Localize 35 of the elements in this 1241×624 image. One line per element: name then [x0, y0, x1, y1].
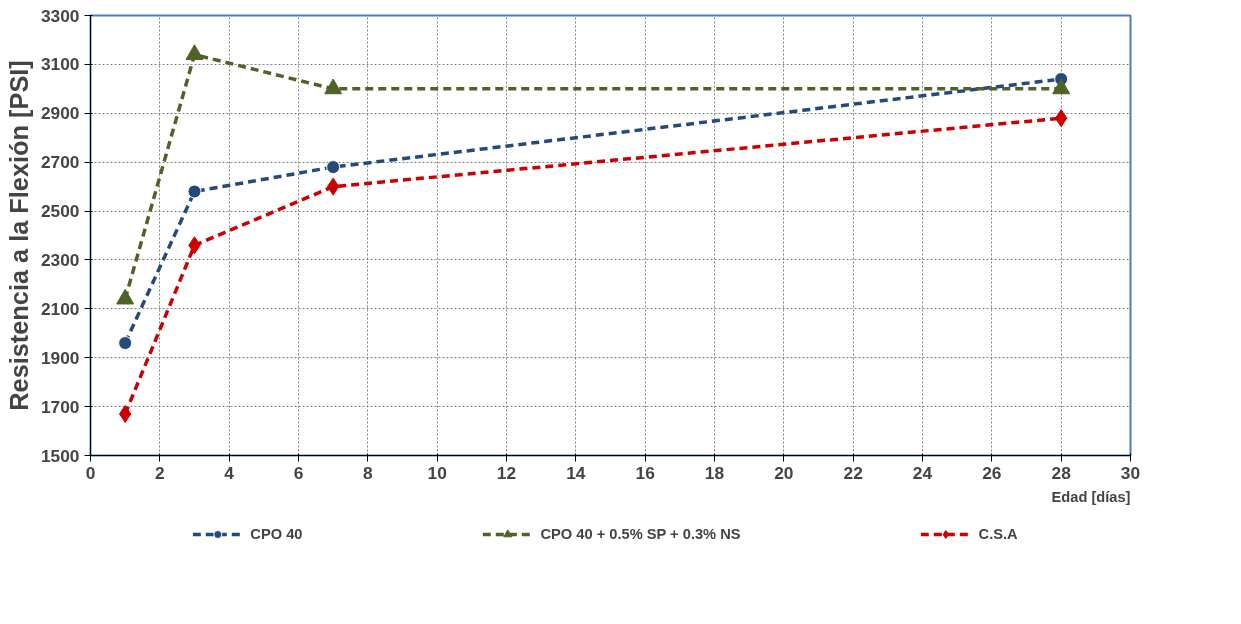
y-tick-label: 2100 [40, 298, 80, 319]
x-tick-label: 20 [774, 462, 794, 483]
x-tick-label: 18 [704, 462, 725, 483]
x-tick-label: 30 [1120, 462, 1141, 483]
y-tick-label: 1900 [40, 347, 80, 368]
x-tick-label: 24 [912, 462, 933, 483]
x-tick-label: 4 [224, 462, 235, 483]
y-tick-label: 2300 [40, 249, 80, 270]
point [326, 160, 341, 175]
y-tick-label: 3300 [40, 5, 80, 26]
x-tick-label: 22 [843, 462, 863, 483]
point [185, 44, 204, 61]
x-tick-label: 2 [155, 462, 165, 483]
x-tick-label: 16 [635, 462, 656, 483]
y-tick-label: 2700 [40, 152, 80, 173]
x-tick-label: 28 [1051, 462, 1072, 483]
y-tick-label: 3100 [40, 54, 80, 75]
legend-label: CPO 40 [250, 525, 303, 544]
legend-label: CPO 40 + 0.5% SP + 0.3% NS [540, 525, 741, 544]
x-tick-label: 6 [293, 462, 304, 483]
x-tick-label: 26 [982, 462, 1002, 483]
legend-label: C.S.A [978, 525, 1018, 544]
point [187, 184, 202, 199]
y-axis-title: Resistencia a la Flexión [PSI] [4, 60, 33, 411]
x-tick-label: 10 [427, 462, 447, 483]
y-tick-label: 2500 [40, 201, 80, 222]
point [118, 336, 133, 351]
x-tick-label: 8 [363, 462, 374, 483]
y-tick-label: 1500 [40, 445, 80, 466]
x-tick-label: 0 [85, 462, 96, 483]
y-tick-label: 2900 [40, 103, 80, 124]
x-tick-label: 12 [496, 462, 517, 483]
y-tick-label: 1700 [40, 396, 80, 417]
x-axis-title: Edad [días] [1051, 488, 1131, 505]
x-tick-label: 14 [566, 462, 586, 483]
